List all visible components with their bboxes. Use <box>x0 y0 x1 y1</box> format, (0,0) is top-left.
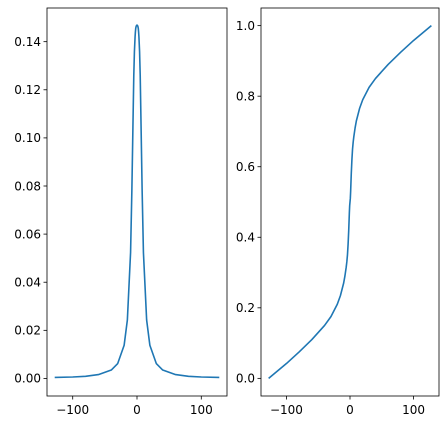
y-tick-label: 0.04 <box>14 276 41 290</box>
y-tick-label: 0.10 <box>14 131 41 145</box>
right-panel-cumulative: −100 0 100 0.0 0.2 0.4 0.6 0.8 1.0 <box>236 7 440 417</box>
y-tick-label: 0.12 <box>14 83 41 97</box>
x-tick-label: 0 <box>346 403 354 417</box>
x-tick-label: 0 <box>133 403 141 417</box>
y-tick-label: 0.8 <box>236 89 255 103</box>
y-tick-label: 0.00 <box>14 372 41 386</box>
x-tick-label: −100 <box>270 403 303 417</box>
y-tick-label: 0.08 <box>14 179 41 193</box>
x-tick-label: 100 <box>402 403 425 417</box>
y-tick-label: 0.2 <box>236 301 255 315</box>
y-tick-label: 0.0 <box>236 372 255 386</box>
y-tick-label: 1.0 <box>236 19 255 33</box>
y-tick-label: 0.06 <box>14 227 41 241</box>
left-panel-lorentzian: −100 0 100 0.00 0.02 0.04 0.06 0.08 0.10 0.12 0.14 <box>14 7 228 417</box>
y-tick-label: 0.02 <box>14 324 41 338</box>
series-line-1-0 <box>268 25 432 379</box>
y-tick-label: 0.4 <box>236 231 255 245</box>
series-line-0-0 <box>54 24 220 379</box>
x-tick-label: 100 <box>190 403 213 417</box>
x-tick-label: −100 <box>56 403 89 417</box>
y-tick-label: 0.6 <box>236 160 255 174</box>
y-tick-label: 0.14 <box>14 35 41 49</box>
